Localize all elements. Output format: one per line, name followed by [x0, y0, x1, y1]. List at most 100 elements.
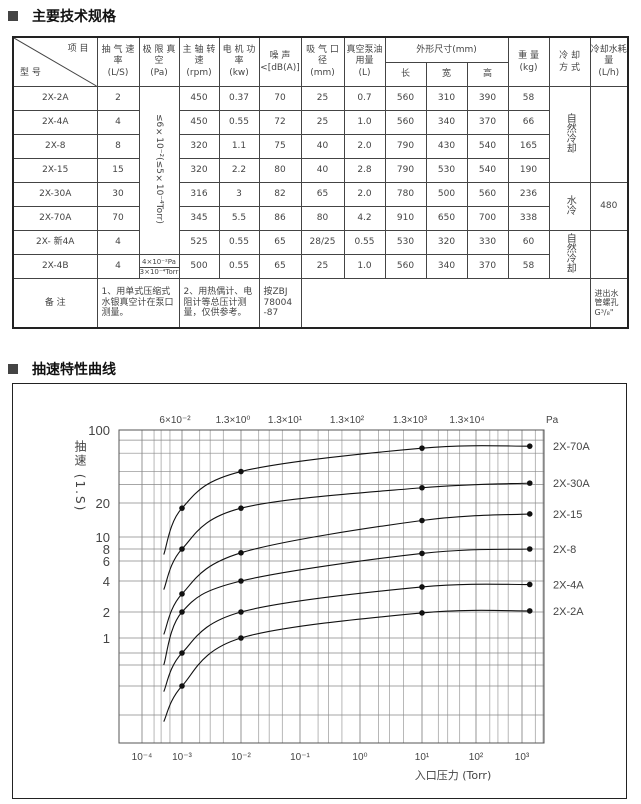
y-axis-label: 抽速 (1.S) [73, 440, 87, 513]
x-tick-label: 10¹ [415, 752, 430, 763]
series-label: 2X-30A [553, 478, 590, 490]
header-unit: (kg) [519, 63, 538, 73]
table-cell: 430 [425, 134, 468, 159]
data-point [526, 608, 533, 614]
header-label: 重 量 [518, 50, 539, 61]
table-cell: 165 [507, 134, 550, 159]
table-cell: 560 [384, 254, 427, 279]
x-tick-label: 10⁰ [352, 752, 367, 763]
header-unit: (Pa) [150, 68, 168, 79]
x-tick-label: 10⁻¹ [290, 752, 310, 763]
data-point [179, 650, 185, 656]
data-point [238, 505, 244, 511]
table-cell: 2 [96, 86, 140, 111]
table-cell: 0.37 [218, 86, 260, 111]
x-axis-label: 入口压力 (Torr) [415, 769, 492, 782]
data-point [179, 683, 185, 689]
column-header: 吸 气 口 径 (mm) [300, 36, 345, 87]
table-cell: 450 [178, 110, 220, 135]
y-tick-label: 20 [96, 496, 110, 511]
data-point [179, 505, 185, 511]
corner-bottom-label: 型 号 [20, 67, 41, 78]
table-cell: 4 [96, 110, 140, 135]
cooling-method-cell: 自然冷却 [548, 86, 591, 183]
x-tick-label: 10⁻² [231, 752, 251, 763]
series-label: 2X-4A [553, 579, 584, 591]
y-tick-label: 8 [103, 542, 110, 557]
square-bullet-icon [8, 11, 18, 21]
x-tick-label: 10³ [515, 752, 530, 763]
top-axis-label: 1.3×10¹ [268, 415, 303, 426]
header-unit: (mm) [310, 68, 335, 79]
series-label: 2X-70A [553, 441, 590, 453]
top-axis-unit: Pa [546, 415, 559, 426]
dims-subheader: 高 [466, 62, 509, 87]
table-cell: 3 [218, 182, 260, 207]
header-label: 极 限 真 空 [142, 45, 176, 66]
ultimate-vacuum-cell: ≤6×10⁻²(≤5×10⁻⁴Torr) [138, 86, 180, 255]
header-label: 抽 气 速 率 [101, 45, 135, 66]
top-axis-label: 1.3×10² [330, 415, 365, 426]
table-cell: 4.2 [343, 206, 386, 231]
data-point [238, 609, 244, 615]
top-axis-label: 1.3×10³ [393, 415, 428, 426]
section-title-curves: 抽速特性曲线 [8, 359, 116, 379]
data-point [238, 550, 244, 556]
corner-top-label: 项 目 [67, 44, 89, 54]
column-header: 真空泵油用量 (L) [343, 36, 386, 87]
table-row: 2X-4A 4 450 0.55 72 25 1.0 560 340 370 66 [12, 110, 628, 135]
header-unit: (L/h) [598, 68, 620, 79]
ultimate-vacuum-value: 4×10⁻²Pa [139, 257, 179, 268]
plot-area [118, 429, 545, 744]
model-cell: 2X-2A [12, 86, 98, 111]
table-row: 2X-15 15 320 2.2 80 40 2.8 790 530 540 190 [12, 158, 628, 183]
series-line-2X-70A [163, 445, 530, 555]
model-cell: 2X-30A [12, 182, 98, 207]
data-point [238, 578, 244, 584]
header-unit: (L) [358, 68, 371, 79]
ultimate-vacuum-value: 3×10⁻⁴Torr [139, 268, 179, 276]
table-cell: 650 [425, 206, 468, 231]
header-label: 噪 声 [269, 50, 291, 61]
model-cell: 2X-15 [12, 158, 98, 183]
y-tick-label: 4 [103, 574, 110, 589]
square-bullet-icon [8, 364, 18, 374]
table-cell: 390 [466, 86, 509, 111]
y-tick-label: 6 [103, 554, 110, 569]
table-cell: 2.0 [343, 134, 386, 159]
series-line-2X-8 [163, 548, 530, 666]
header-label: 电 机 功 率 [222, 45, 256, 66]
cooling-method: 水冷 [564, 194, 576, 215]
spec-table: 项 目型 号抽 气 速 率 (L/S) 极 限 真 空 (Pa) 主 轴 转 速 (rpm… [12, 36, 630, 329]
column-header: 极 限 真 空 (Pa) [138, 36, 180, 87]
table-cell: 320 [178, 158, 220, 183]
data-point [238, 468, 244, 475]
column-header: 噪 声 <[dB(A)] [258, 36, 302, 87]
water-consumption-cell [589, 86, 629, 183]
header-unit: (rpm) [186, 68, 212, 79]
data-point [419, 584, 425, 590]
cooling-header: 冷 却方 式 [548, 36, 591, 87]
table-cell: 4 [96, 254, 140, 279]
table-cell: 316 [178, 182, 220, 207]
table-cell: 2.0 [343, 182, 386, 207]
note-2: 2、用热偶计、电阻计等总压计测量，仅供参考。 [178, 278, 260, 329]
series-label: 2X-2A [553, 606, 584, 618]
table-cell: 560 [466, 182, 509, 207]
weight-header: 重 量 (kg) [507, 36, 550, 87]
header-label: 吸 气 口 径 [306, 45, 339, 66]
table-cell: 15 [96, 158, 140, 183]
table-row: 2X-30A 30 316 3 82 65 2.0 780 500 560 236 水冷 480 [12, 182, 629, 231]
y-tick-label: 100 [88, 423, 110, 438]
section-title-text: 抽速特性曲线 [32, 362, 116, 378]
ultimate-vacuum-value: ≤6×10⁻²(≤5×10⁻⁴Torr) [154, 113, 165, 224]
data-point [238, 635, 244, 641]
column-header: 主 轴 转 速 (rpm) [178, 36, 220, 87]
x-tick-label: 10⁻³ [172, 752, 192, 763]
series-line-2X-2A [163, 609, 530, 722]
header-unit: (kw) [229, 68, 249, 79]
dims-header: 外形尺寸(mm) [384, 36, 509, 63]
table-cell: 75 [258, 134, 302, 159]
table-cell: 66 [507, 110, 550, 135]
